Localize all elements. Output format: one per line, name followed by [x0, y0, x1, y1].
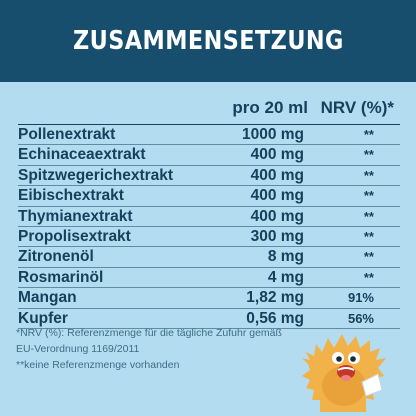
- table-row: Rosmarinöl 4 mg **: [18, 268, 400, 289]
- footnotes: *NRV (%): Referenzmenge für die tägliche…: [16, 325, 282, 373]
- page-title: ZUSAMMENSETZUNG: [72, 26, 344, 56]
- footnote-no-reference: **keine Referenzmenge vorhanden: [16, 359, 180, 371]
- ingredient-amount: 300 mg: [250, 227, 304, 245]
- ingredient-nrv: **: [363, 228, 374, 244]
- ingredient-amount: 0,56 mg: [246, 309, 304, 327]
- ingredient-amount: 1000 mg: [241, 126, 304, 143]
- ingredient-nrv: **: [363, 147, 374, 163]
- footnote-nrv: *NRV (%): Referenzmenge für die tägliche…: [16, 327, 282, 339]
- table-row: Echinaceaextrakt 400 mg **: [18, 145, 400, 166]
- ingredient-amount: 400 mg: [250, 166, 304, 184]
- composition-table: pro 20 ml NRV (%)* Pollenextrakt 1000 mg *…: [18, 98, 400, 329]
- ingredient-amount: 400 mg: [250, 187, 304, 205]
- table-row: Zitronenöl 8 mg **: [18, 247, 400, 268]
- ingredient-name: Spitzwegerichextrakt: [18, 166, 174, 184]
- ingredient-nrv: **: [363, 167, 374, 183]
- table-row: Spitzwegerichextrakt 400 mg **: [18, 166, 400, 187]
- ingredient-nrv: **: [363, 269, 374, 285]
- ingredient-name: Thymianextrakt: [18, 207, 133, 225]
- table-row: Kupfer 0,56 mg 56%: [18, 309, 400, 329]
- table-row: Propolisextrakt 300 mg **: [18, 227, 400, 248]
- ingredient-name: Mangan: [18, 289, 77, 307]
- table-header: pro 20 ml NRV (%)*: [18, 98, 400, 122]
- ingredient-nrv: **: [363, 188, 374, 204]
- ingredient-amount: 1,82 mg: [246, 289, 304, 307]
- header-nrv: NRV (%)*: [320, 98, 394, 117]
- ingredient-nrv: **: [363, 208, 374, 224]
- ingredient-nrv: **: [363, 127, 374, 142]
- ingredient-amount: 400 mg: [250, 146, 304, 164]
- ingredient-amount: 400 mg: [250, 207, 304, 225]
- ingredient-name: Rosmarinöl: [18, 268, 104, 286]
- ingredient-name: Propolisextrakt: [18, 227, 131, 245]
- header-divider: [18, 124, 400, 125]
- ingredient-nrv: 91%: [347, 290, 374, 306]
- ingredient-name: Pollenextrakt: [18, 126, 116, 143]
- table-row: Thymianextrakt 400 mg **: [18, 207, 400, 227]
- footnote-regulation: EU-Verordnung 1169/2011: [16, 343, 140, 355]
- ingredient-nrv: **: [363, 249, 374, 265]
- ingredient-name: Echinaceaextrakt: [18, 146, 146, 164]
- table-row: Eibischextrakt 400 mg **: [18, 186, 400, 207]
- ingredient-nrv: 56%: [347, 310, 374, 326]
- ingredient-amount: 4 mg: [267, 268, 304, 286]
- table-row: Pollenextrakt 1000 mg **: [18, 125, 400, 146]
- title-banner: ZUSAMMENSETZUNG: [0, 0, 416, 82]
- monster-mascot-icon: [302, 334, 386, 412]
- ingredient-name: Zitronenöl: [18, 248, 94, 266]
- ingredient-name: Eibischextrakt: [18, 187, 124, 205]
- ingredient-name: Kupfer: [18, 309, 68, 327]
- table-row: Mangan 1,82 mg 91%: [18, 288, 400, 309]
- ingredient-amount: 8 mg: [267, 248, 304, 266]
- table-body: Pollenextrakt 1000 mg ** Echinaceaextrakt 40…: [18, 125, 400, 329]
- header-amount: pro 20 ml: [232, 98, 308, 117]
